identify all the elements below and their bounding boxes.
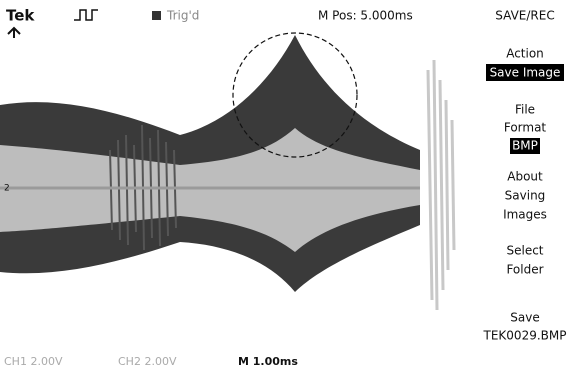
menu-format-value[interactable]: BMP (512, 139, 538, 153)
menu-action-label: Action (506, 47, 544, 61)
menu-save-file[interactable]: TEK0029.BMP (483, 329, 567, 343)
brand: Tek (6, 7, 35, 25)
oscilloscope-screen: Tek Trig'd M Pos: 5.000ms SAVE/REC 2 Act… (0, 0, 568, 373)
pulse-icon (74, 10, 98, 20)
menu-format-label: Format (504, 121, 547, 135)
menu-select-folder[interactable]: Select (506, 244, 543, 258)
timebase: M 1.00ms (238, 355, 298, 368)
menu-select-folder[interactable]: Folder (506, 263, 543, 277)
menu-about[interactable]: About (507, 170, 543, 184)
menu-format-label: File (515, 103, 535, 117)
ch1-scale: CH1 2.00V (4, 355, 63, 368)
trigger-arrow (8, 28, 20, 38)
menu-about[interactable]: Images (503, 208, 547, 222)
trigger-icon (152, 11, 161, 20)
ch2-scale: CH2 2.00V (118, 355, 177, 368)
trigger-status: Trig'd (166, 9, 199, 23)
waveform (0, 33, 454, 310)
menu-action-value[interactable]: Save Image (490, 66, 561, 80)
channel-marker: 2 (4, 184, 10, 194)
menu-title: SAVE/REC (495, 9, 554, 23)
menu-about[interactable]: Saving (505, 189, 546, 203)
menu-save[interactable]: Save (510, 311, 539, 325)
horizontal-position: M Pos: 5.000ms (318, 9, 413, 23)
